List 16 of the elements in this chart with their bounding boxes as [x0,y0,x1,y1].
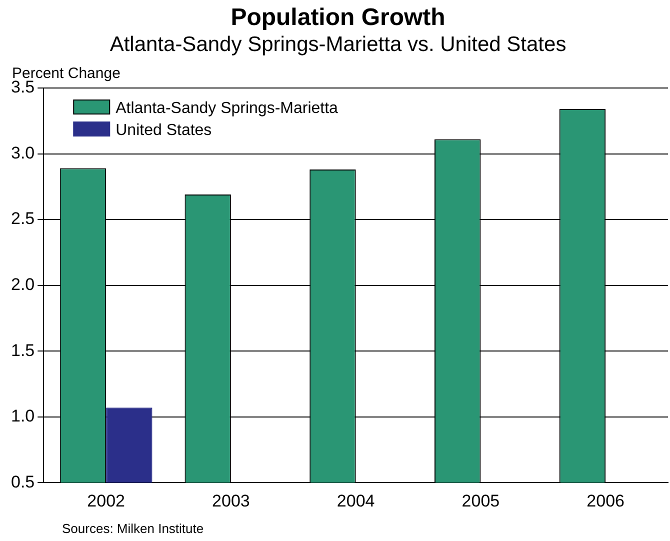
x-tick-label: 2006 [586,491,624,510]
legend-label: Atlanta-Sandy Springs-Marietta [116,100,338,117]
y-tick-label: 1.0 [10,406,35,426]
source-note: Sources: Milken Institute [62,521,204,536]
y-tick-label: 0.5 [10,472,35,492]
x-tick-label: 2002 [87,491,125,510]
chart-subtitle: Atlanta-Sandy Springs-Marietta vs. United States [110,33,566,56]
y-tick-label: 1.5 [10,340,35,360]
y-tick-label: 3.0 [10,143,35,162]
x-tick-label: 2005 [462,491,500,510]
legend-label: United States [116,122,212,139]
chart-title: Population Growth [230,4,446,32]
y-tick-label: 2.5 [10,209,35,228]
y-tick-label: 2.0 [10,274,35,294]
x-tick-label: 2004 [336,491,375,510]
x-tick-label: 2003 [212,491,250,510]
